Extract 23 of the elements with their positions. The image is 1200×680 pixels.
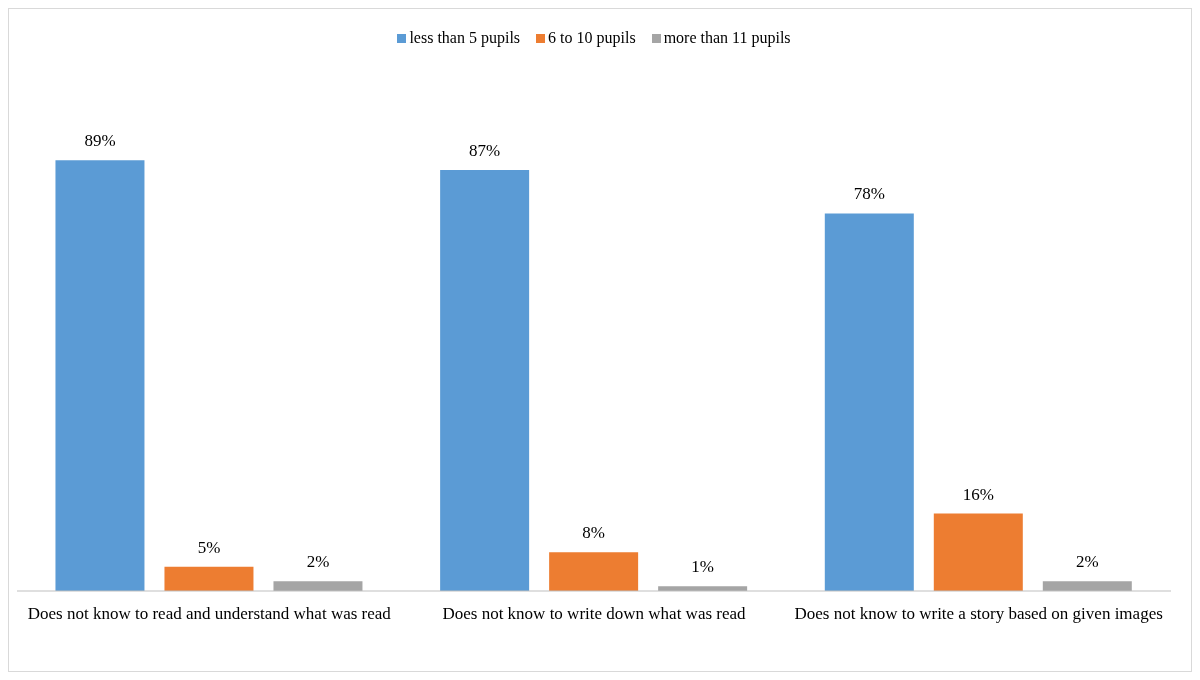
data-label: 87% [469,140,501,160]
legend-label: less than 5 pupils [409,29,521,47]
data-label: 78% [853,184,885,204]
legend-label: more than 11 pupils [663,29,791,47]
bar [440,169,530,591]
data-label: 89% [84,131,116,151]
x-tick-label: Does not know to write a story based on given images [794,604,1163,624]
bar [55,160,145,591]
data-label: 5% [197,537,221,557]
data-label: 2% [1075,552,1099,572]
bar [933,513,1023,591]
bar [164,566,254,591]
data-label: 8% [582,523,605,543]
data-label: 2% [306,552,330,572]
bar [1042,581,1132,591]
bar [549,552,639,591]
x-tick-label: Does not know to write down what was read [442,604,747,624]
bar [273,581,363,591]
bar [824,213,914,591]
legend-label: 6 to 10 pupils [548,29,636,47]
x-tick-label: Does not know to read and understand what was read [27,604,392,624]
data-label: 1% [691,557,714,577]
data-label: 16% [962,484,994,504]
